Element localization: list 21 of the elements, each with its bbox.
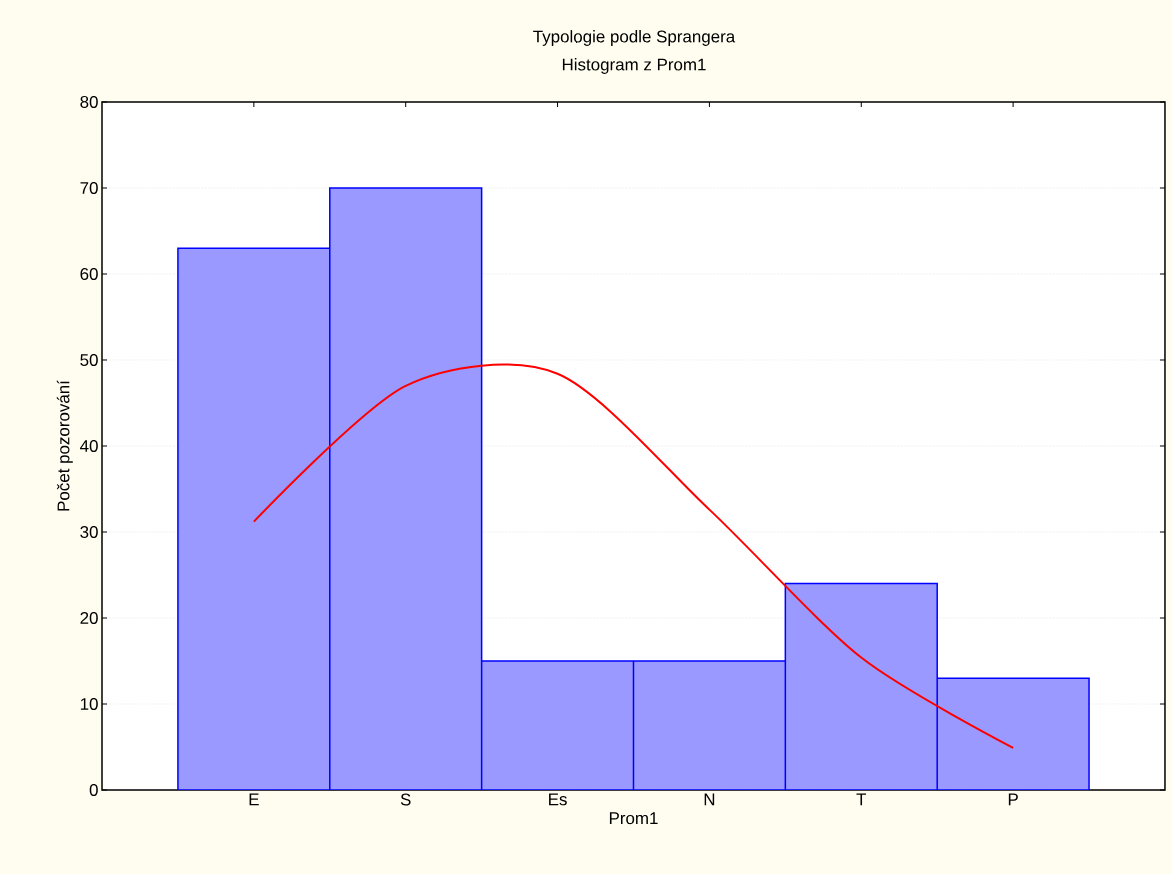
- y-tick-label: 50: [80, 354, 98, 366]
- y-axis-title: Počet pozorování: [56, 380, 73, 511]
- chart-subtitle: Histogram z Prom1: [562, 58, 706, 74]
- chart-title: Typologie podle Sprangera: [533, 30, 736, 46]
- x-tick-label: N: [704, 793, 715, 806]
- y-tick-label: 0: [89, 784, 98, 796]
- y-tick-label: 30: [80, 526, 98, 538]
- x-tick-label: Es: [549, 793, 567, 806]
- bar: [936, 677, 1090, 790]
- x-tick-label: S: [400, 793, 411, 806]
- y-tick-label: 10: [80, 698, 98, 710]
- y-tick-label: 20: [80, 612, 98, 624]
- y-tick-label: 60: [80, 268, 98, 280]
- bar: [177, 248, 330, 790]
- x-tick-label: E: [249, 793, 259, 806]
- y-tick-label: 80: [80, 96, 98, 108]
- x-tick-label: P: [1008, 793, 1018, 806]
- x-axis-title: Prom1: [609, 812, 658, 825]
- y-tick-label: 70: [80, 182, 98, 194]
- x-tick-label: T: [856, 793, 867, 806]
- y-tick-label: 40: [80, 440, 98, 452]
